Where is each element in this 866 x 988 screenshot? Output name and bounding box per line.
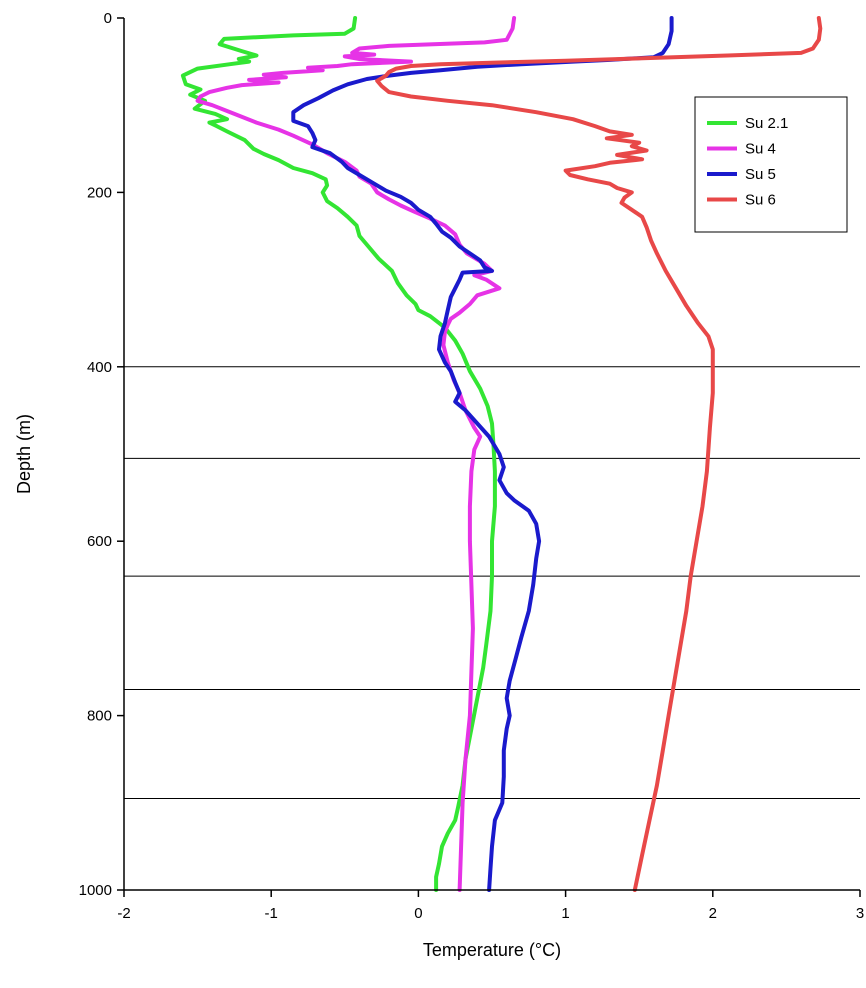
- x-axis-ticks: -2 -1 0 1 2 3: [117, 890, 864, 922]
- y-tick-label: 400: [87, 359, 112, 376]
- y-tick-label: 200: [87, 184, 112, 201]
- y-tick-label: 1000: [79, 882, 112, 899]
- y-tick-label: 600: [87, 533, 112, 550]
- legend-label-su-4: Su 4: [745, 141, 776, 158]
- x-tick-label: 2: [709, 905, 717, 922]
- legend-box: [694, 96, 848, 233]
- legend: Su 2.1 Su 4 Su 5 Su 6: [694, 96, 848, 233]
- y-axis-title: Depth (m): [14, 414, 34, 494]
- x-tick-label: -1: [265, 905, 278, 922]
- x-tick-label: 3: [856, 905, 864, 922]
- x-tick-label: 1: [561, 905, 569, 922]
- legend-label-su-5: Su 5: [745, 166, 776, 183]
- y-tick-label: 800: [87, 708, 112, 725]
- legend-label-su-6: Su 6: [745, 192, 776, 209]
- series-line-su-5: [291, 16, 674, 892]
- x-tick-label: -2: [117, 905, 130, 922]
- series-line-su-2-1: [180, 16, 497, 892]
- y-tick-label: 0: [104, 10, 112, 27]
- legend-label-su-2-1: Su 2.1: [745, 115, 788, 132]
- axes: [123, 18, 860, 891]
- x-tick-label: 0: [414, 905, 422, 922]
- series-lines: [180, 16, 823, 892]
- series-line-su-4: [195, 16, 517, 892]
- y-axis-ticks: 0 200 400 600 800 1000: [79, 10, 124, 899]
- series-line-su-6: [375, 16, 823, 892]
- x-axis-title: Temperature (°C): [423, 940, 561, 960]
